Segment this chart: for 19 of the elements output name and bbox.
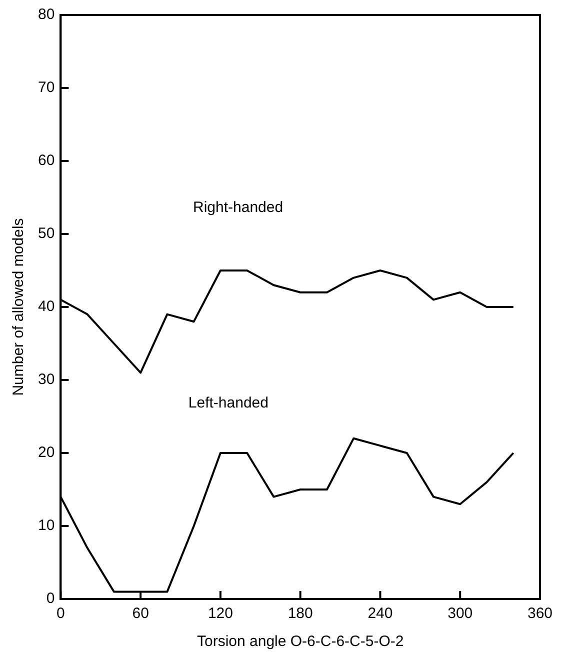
annotation: Right-handed [192,198,284,216]
x-tick-label: 240 [368,605,393,622]
y-tick-label: 40 [38,298,55,316]
y-tick-label: 0 [46,590,55,608]
y-tick-label: 60 [38,152,55,170]
y-tick-label: 30 [38,371,55,388]
y-tick-label: 50 [38,225,55,242]
y-tick-label: 10 [38,517,55,534]
x-axis-title: Torsion angle O-6-C-6-C-5-O-2 [196,633,404,650]
annotation: Left-handed [188,394,268,412]
x-tick-label: 60 [132,605,149,622]
x-tick-label: 300 [448,605,473,622]
y-tick-label: 70 [38,79,55,96]
x-tick-label: 180 [288,605,313,622]
x-tick-label: 360 [527,605,553,622]
y-tick-label: 80 [38,6,55,24]
y-tick-label: 20 [38,444,55,462]
y-axis-title: Number of allowed models [10,218,28,396]
x-tick-label: 120 [208,605,233,622]
